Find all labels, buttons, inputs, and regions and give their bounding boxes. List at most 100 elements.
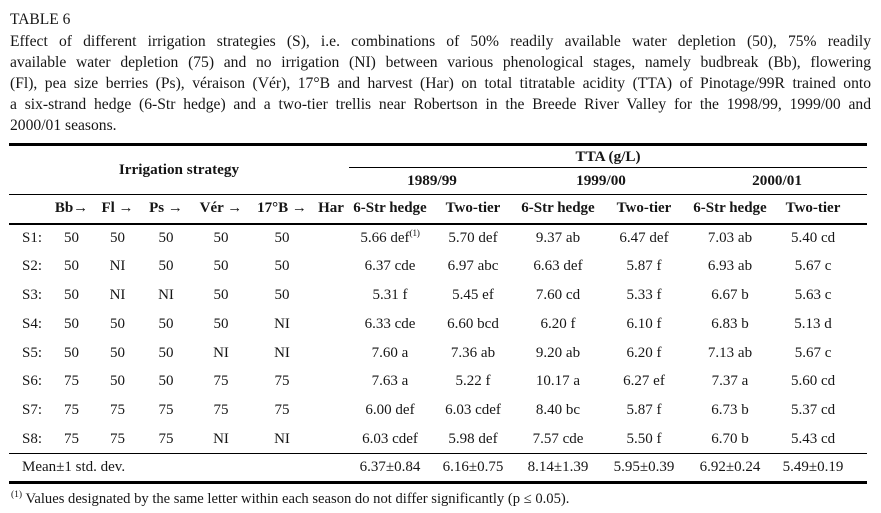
strategy-cell: 50 [158,258,174,275]
tta-value-cell: 9.37 ab [535,229,581,246]
strategy-cell: 75 [64,373,79,390]
tta-value-cell: 6.20 f [626,344,662,361]
trellis-header-6str: 6-Str hedge [349,194,431,225]
strategy-cell: NI [213,430,229,447]
table-label: TABLE 6 [10,11,71,28]
tta-value-cell: 5.67 c [794,258,832,275]
strategy-cell: NI [158,286,174,303]
tta-value-cell: 7.57 cde [532,430,584,447]
tta-value-cell: 7.63 a [371,373,409,390]
tta-value-cell: 6.10 f [626,315,662,332]
tta-value-cell: 5.45 ef [452,286,494,303]
tta-value-cell: 5.22 f [455,373,491,390]
har-empty-cell [313,224,349,253]
table-row-s5: S5: 50 50 50 NI NI 7.60 a 7.36 ab 9.20 a… [9,339,867,368]
stage-header-bb: Bb→ [49,194,94,225]
tta-value-cell: 5.70 def [448,229,498,246]
strategy-cell: NI [274,344,290,361]
har-empty-cell [313,396,349,425]
mean-value-cell: 6.92±0.24 [687,453,773,483]
mean-label: Mean±1 std. dev. [9,453,349,483]
stage-header-fl: Fl → [94,194,141,225]
strategy-cell: NI [274,430,290,447]
strategy-cell: 50 [64,315,79,332]
strategy-cell: 50 [274,229,290,246]
irrigation-tta-table: Irrigation strategy TTA (g/L) 1989/99 19… [9,143,868,485]
tta-value-cell: 5.87 f [626,258,662,275]
strategy-cell: 75 [158,402,174,419]
strategy-cell: 75 [110,430,125,447]
tta-value-cell: 6.97 abc [447,258,499,275]
row-label: S7: [22,402,43,419]
tta-value-cell: 5.63 c [794,286,832,303]
irrigation-strategy-group-header: Irrigation strategy [9,144,349,195]
har-empty-cell [313,367,349,396]
strategy-cell: 50 [110,373,125,390]
tta-value-cell: 5.13 d [794,315,832,332]
strategy-cell: 50 [213,258,229,275]
strategy-cell: 75 [64,402,79,419]
season-header-2000-01: 2000/01 [687,167,868,195]
tta-value-cell: 6.60 bcd [447,315,499,332]
strategy-cell: 50 [274,258,290,275]
tta-value-cell: 7.37 a [711,373,749,390]
har-empty-cell [313,281,349,310]
strategy-cell: 50 [213,229,229,246]
tta-value-cell: 7.03 ab [707,229,753,246]
empty-corner-cell [9,194,49,225]
table-footnote: (1) Values designated by the same letter… [10,491,871,508]
row-label: S8: [22,430,43,447]
har-empty-cell [313,310,349,339]
tta-value-cell: 6.37 cde [364,258,416,275]
strategy-cell: 50 [64,229,79,246]
footnote-text: Values designated by the same letter wit… [22,491,570,508]
tta-value-cell: 5.60 cd [790,373,836,390]
stage-header-ver: Vér → [191,194,251,225]
strategy-cell: 50 [213,315,229,332]
strategy-cell: 50 [64,344,79,361]
trellis-header-twotier: Two-tier [773,194,868,225]
season-header-1989-99: 1989/99 [349,167,515,195]
caption-line: available water depletion (75) and no ir… [10,54,871,71]
tta-value-cell: 5.98 def [448,430,498,447]
header-row-groups: Irrigation strategy TTA (g/L) [9,144,868,195]
strategy-cell: 75 [274,402,290,419]
tta-value-cell: 6.73 b [711,402,749,419]
strategy-cell: 50 [110,229,125,246]
strategy-cell: NI [274,315,290,332]
stage-header-har: Har [313,194,349,225]
mean-value-cell: 6.37±0.84 [349,453,431,483]
table-row-s8: S8: 75 75 75 NI NI 6.03 cdef 5.98 def 7.… [9,425,867,454]
tta-value-cell: 10.17 a [535,373,581,390]
tta-value-cell: 5.40 cd [790,229,836,246]
row-label: S5: [22,344,43,361]
tta-value-cell: 6.67 b [711,286,749,303]
tta-value: 5.66 def [360,229,410,246]
tta-value-cell: 7.60 a [371,344,409,361]
header-row-columns: Bb→ Fl → Ps → Vér → 17°B → Har 6-Str hed… [9,194,868,225]
table-row-s6: S6: 75 50 50 75 75 7.63 a 5.22 f 10.17 a… [9,367,867,396]
strategy-cell: 50 [64,258,79,275]
tta-value-cell: 8.40 bc [535,402,581,419]
trellis-header-6str: 6-Str hedge [515,194,601,225]
strategy-cell: 75 [213,402,229,419]
tta-value-cell: 5.43 cd [790,430,836,447]
table-caption: Effect of different irrigation strategie… [10,31,871,136]
har-empty-cell [313,425,349,454]
strategy-cell: 50 [274,286,290,303]
row-label: S3: [22,286,43,303]
tta-value-cell: 6.63 def [533,258,583,275]
row-label: S6: [22,373,43,390]
mean-value-cell: 8.14±1.39 [515,453,601,483]
tta-value-cell: 6.27 ef [623,373,665,390]
tta-value-cell: 6.70 b [711,430,749,447]
row-label: S4: [22,315,43,332]
stage-header-17b: 17°B → [251,194,313,225]
strategy-cell: 50 [213,286,229,303]
row-label: S1: [22,229,43,246]
header-row-seasons: 1989/99 1999/00 2000/01 [9,167,868,195]
strategy-cell: 75 [158,430,174,447]
tta-value-cell: 5.31 f [372,286,408,303]
caption-line: Effect of different irrigation strategie… [10,33,871,50]
